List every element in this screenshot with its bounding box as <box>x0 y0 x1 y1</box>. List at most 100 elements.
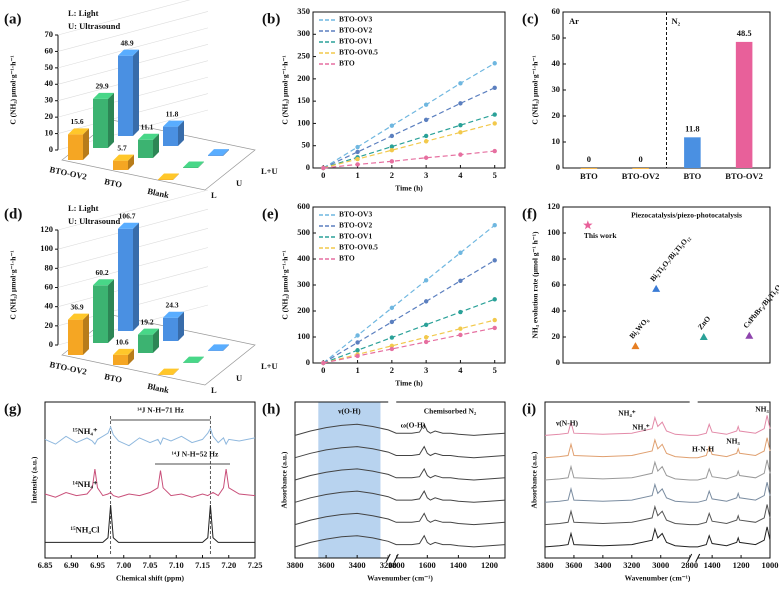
bar-side <box>108 279 114 343</box>
data-point <box>492 223 497 228</box>
x-tick-label: 7.25 <box>248 560 263 570</box>
spectrum <box>544 437 771 459</box>
x-tick-label: 7.05 <box>143 560 158 570</box>
panel-label: (c) <box>522 11 539 27</box>
data-point <box>423 117 429 123</box>
x-tick-label: 3200 <box>380 560 397 570</box>
data-point <box>389 123 395 128</box>
legend-label: BTO <box>339 254 355 263</box>
y-tick-label: 80 <box>45 262 54 272</box>
axis-break <box>388 555 397 561</box>
series-line <box>323 319 495 364</box>
bar-top <box>183 356 204 363</box>
bar-front <box>68 134 83 160</box>
value-label: 11.1 <box>141 122 154 131</box>
break-mark <box>695 553 701 563</box>
bar <box>580 168 598 169</box>
x-tick-label: 2 <box>390 365 394 375</box>
annotation: L: Light <box>68 8 99 18</box>
bar-front <box>208 155 223 156</box>
data-point <box>355 156 360 162</box>
bar-front <box>118 55 133 136</box>
x-tick-label: 1200 <box>733 560 750 570</box>
bar-top <box>113 348 134 355</box>
y-axis-label: C (NH₃) μmol·g⁻¹·h⁻¹ <box>281 55 290 124</box>
data-point <box>355 353 360 359</box>
data-point <box>423 278 429 283</box>
y-tick-label: 30 <box>45 95 54 105</box>
y-tick-label: 60 <box>45 281 54 291</box>
y-axis-label: C (NH₃) μmol·g⁻¹·h⁻¹ <box>531 55 540 124</box>
data-point <box>492 325 497 331</box>
bar-side <box>173 368 179 375</box>
data-point <box>492 317 497 323</box>
break-mark <box>687 553 693 563</box>
break-mark <box>385 553 391 563</box>
x-tick-label: 7.00 <box>116 560 131 570</box>
x-tick-label: BTO <box>683 171 701 181</box>
y-tick-label: 400 <box>297 253 310 263</box>
y-tick-label: 60 <box>45 45 54 55</box>
data-point <box>423 139 429 144</box>
y-tick-label: 0 <box>556 357 560 367</box>
bar-front <box>93 285 108 343</box>
bar-side <box>83 128 89 160</box>
y-axis-label: NH₃ evolution rate (μmol g⁻¹ h⁻¹) <box>531 231 540 339</box>
series-line <box>323 122 495 169</box>
series-line <box>323 298 495 364</box>
x-tick-label: 3800 <box>537 560 554 570</box>
y-tick-label: 0 <box>306 357 310 367</box>
bar-side <box>198 161 204 168</box>
bar-side <box>108 92 114 148</box>
legend-label: BTO-OV0.5 <box>339 48 378 57</box>
panel-label: (i) <box>522 401 536 417</box>
y-tick-label: 120 <box>547 201 560 211</box>
bar-top <box>208 344 229 351</box>
x-tick-label: 1800 <box>388 560 405 570</box>
y-axis-label: C (NH₃) μmol·g⁻¹·h⁻¹ <box>9 55 18 124</box>
value-label: 10.6 <box>115 338 128 347</box>
category-label: BTO-OV2 <box>49 164 88 182</box>
series-axis-label: L+U <box>261 361 278 371</box>
x-tick-label: 2800 <box>681 560 698 570</box>
point-label: Bi₂Ti₂O₇/Bi₄Ti₃O₁₂ <box>648 233 692 283</box>
y-tick-label: 100 <box>40 243 53 253</box>
legend-label: BTO-OV3 <box>339 15 372 24</box>
annotation: NH₄⁺ <box>618 409 635 418</box>
value-label: 11.8 <box>685 123 699 133</box>
axis-break <box>689 399 698 405</box>
series-axis-label: L <box>211 385 217 395</box>
bar-top <box>118 49 139 56</box>
legend-label: BTO-OV2 <box>339 221 372 230</box>
series-axis-label: L+U <box>261 166 278 176</box>
annotation: ν(N-H) <box>555 419 579 428</box>
category-label: Blank <box>147 186 171 200</box>
bar-top <box>183 161 204 168</box>
data-point <box>458 309 463 315</box>
bar <box>735 41 753 168</box>
x-tick-label: 1 <box>355 365 359 375</box>
x-tick-label: 6.95 <box>90 560 105 570</box>
bar-side <box>128 154 134 170</box>
data-point <box>389 305 395 311</box>
spectrum <box>294 445 506 459</box>
y-tick-label: 200 <box>297 73 310 83</box>
bar-front <box>138 139 153 158</box>
x-tick-label: 0 <box>321 365 325 375</box>
panel-label: (f) <box>522 206 537 222</box>
y-tick-label: 50 <box>552 32 561 42</box>
y-tick-label: 0 <box>556 162 560 172</box>
x-tick-label: 1600 <box>419 560 436 570</box>
x-tick-label: 6.85 <box>38 560 53 570</box>
series-axis-label: L <box>211 190 217 200</box>
bar-side <box>223 344 229 351</box>
annotation: ν(O-H) <box>337 407 361 416</box>
panel-label: (d) <box>4 206 22 222</box>
data-point <box>321 165 326 171</box>
data-point <box>423 335 429 340</box>
spectrum-label: ¹⁵NH₄Cl <box>71 524 101 534</box>
spectrum <box>44 425 256 447</box>
bar-front <box>93 98 108 148</box>
